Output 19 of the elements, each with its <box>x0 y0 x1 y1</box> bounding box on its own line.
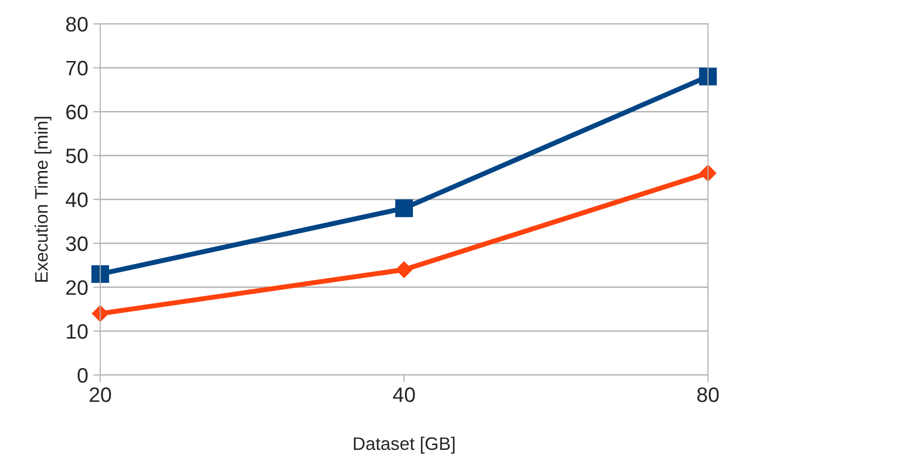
y-tick-label: 50 <box>66 148 88 164</box>
point <box>91 265 110 283</box>
x-tick-label: 40 <box>392 387 415 402</box>
x-axis-title: Dataset [GB] <box>354 436 454 454</box>
y-tick-label: 20 <box>66 280 88 295</box>
y-tick-label: 10 <box>66 324 88 339</box>
y-tick-label: 80 <box>66 16 88 32</box>
y-tick-label: 40 <box>66 192 88 208</box>
y-tick-label: 30 <box>66 236 88 252</box>
point <box>396 261 412 278</box>
point <box>395 199 413 218</box>
x-tick-label: 20 <box>90 387 112 402</box>
point <box>699 68 717 86</box>
y-tick-label: 0 <box>78 368 88 383</box>
point <box>700 164 716 182</box>
y-tick-label: 60 <box>66 104 88 120</box>
y-tick-label: 70 <box>66 60 88 76</box>
y-axis-title: Execution Time [min] <box>34 116 52 282</box>
x-tick-label: 80 <box>697 387 719 402</box>
